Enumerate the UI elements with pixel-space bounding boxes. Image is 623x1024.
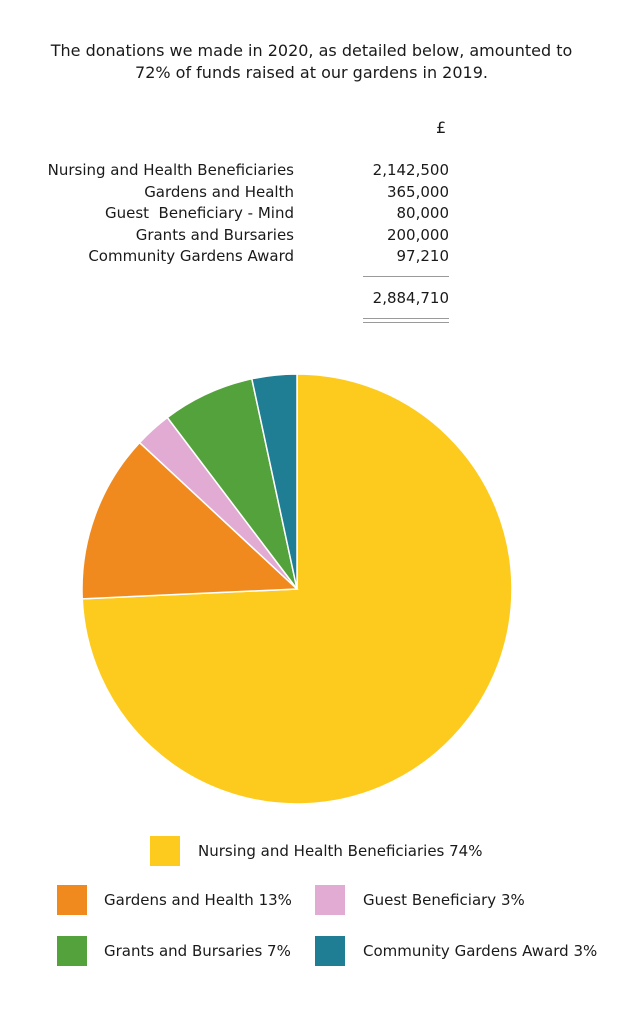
legend-swatch <box>315 885 345 915</box>
total-value: 2,884,710 <box>372 289 449 307</box>
currency-header: £ <box>436 118 447 137</box>
legend-swatch <box>150 836 180 866</box>
intro-line-1: The donations we made in 2020, as detail… <box>50 41 573 60</box>
subtotal-rule <box>363 276 449 277</box>
row-value: 365,000 <box>386 182 449 201</box>
table-row: Gardens and Health 365,000 <box>0 182 623 204</box>
row-value: 200,000 <box>386 225 449 244</box>
legend-swatch <box>57 885 87 915</box>
donations-table: Nursing and Health Beneficiaries 2,142,5… <box>0 160 623 268</box>
donations-pie-chart <box>81 373 513 805</box>
legend-label: Community Gardens Award 3% <box>363 942 598 960</box>
legend-label: Gardens and Health 13% <box>104 891 292 909</box>
row-value: 2,142,500 <box>372 161 449 179</box>
legend-item: Guest Beneficiary 3% <box>315 885 525 915</box>
legend-label: Nursing and Health Beneficiaries 74% <box>198 842 483 860</box>
legend-item: Community Gardens Award 3% <box>315 936 597 966</box>
row-label: Grants and Bursaries <box>135 225 294 244</box>
total-double-rule-lower <box>363 322 449 323</box>
intro-line-2: 72% of funds raised at our gardens in 20… <box>135 63 488 82</box>
table-row: Nursing and Health Beneficiaries 2,142,5… <box>0 160 623 182</box>
legend-item: Nursing and Health Beneficiaries 74% <box>150 836 482 866</box>
legend-label: Guest Beneficiary 3% <box>363 891 525 909</box>
total-double-rule-upper <box>363 318 449 319</box>
pie-slice-gardens-health <box>81 441 299 600</box>
row-label: Guest Beneficiary - Mind <box>104 204 294 222</box>
row-label: Nursing and Health Beneficiaries <box>47 161 294 179</box>
legend-item: Gardens and Health 13% <box>57 885 292 915</box>
table-row: Guest Beneficiary - Mind 80,000 <box>0 203 623 225</box>
row-value: 97,210 <box>396 247 450 265</box>
row-label: Gardens and Health <box>144 182 294 201</box>
legend-swatch <box>315 936 345 966</box>
legend-label: Grants and Bursaries 7% <box>104 942 291 960</box>
legend-item: Grants and Bursaries 7% <box>57 936 291 966</box>
table-row: Community Gardens Award 97,210 <box>0 246 623 268</box>
row-value: 80,000 <box>396 204 450 222</box>
pie-slice-community-gardens <box>250 373 298 590</box>
table-row: Grants and Bursaries 200,000 <box>0 225 623 247</box>
row-label: Community Gardens Award <box>88 247 294 265</box>
intro-text: The donations we made in 2020, as detail… <box>0 40 623 84</box>
legend-swatch <box>57 936 87 966</box>
